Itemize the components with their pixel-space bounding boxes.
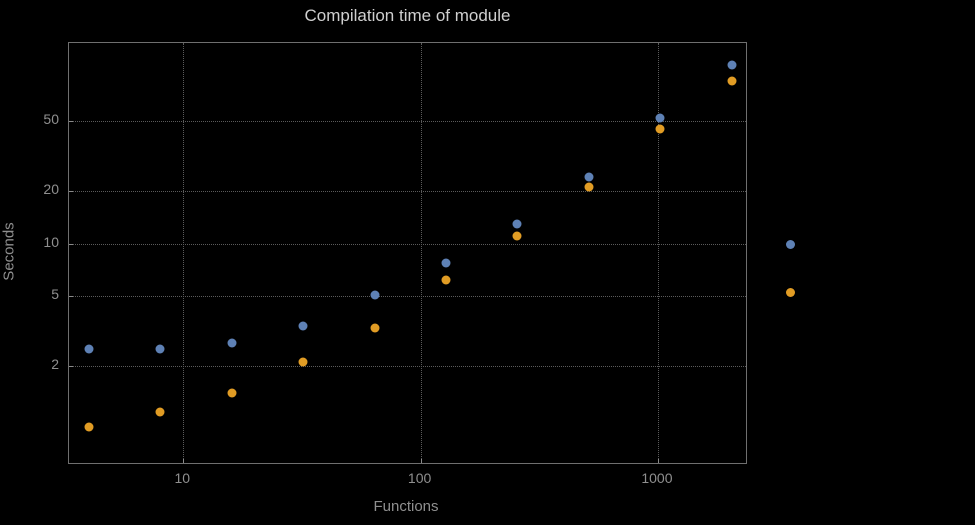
data-point-blue bbox=[655, 113, 665, 123]
y-tick-label: 50 bbox=[43, 111, 59, 128]
data-point-orange bbox=[84, 422, 94, 432]
data-point-orange bbox=[655, 124, 665, 134]
x-tick-label: 10 bbox=[174, 470, 191, 486]
data-point-orange bbox=[441, 275, 451, 285]
y-tick-label: 10 bbox=[43, 233, 59, 250]
data-point-blue bbox=[84, 344, 94, 354]
x-tick-mark bbox=[183, 459, 185, 463]
data-point-blue bbox=[370, 290, 380, 300]
data-point-orange bbox=[298, 357, 308, 367]
legend-marker-blue bbox=[786, 240, 795, 249]
data-point-blue bbox=[298, 321, 308, 331]
data-point-blue bbox=[227, 338, 237, 348]
y-gridline bbox=[69, 243, 746, 245]
x-tick-label: 1000 bbox=[641, 470, 673, 486]
data-point-blue bbox=[155, 344, 165, 354]
data-point-orange bbox=[727, 76, 737, 86]
data-point-blue bbox=[584, 172, 594, 182]
data-point-orange bbox=[370, 323, 380, 333]
y-gridline bbox=[69, 121, 746, 123]
y-tick-label: 5 bbox=[51, 286, 59, 303]
legend-marker-orange bbox=[786, 288, 795, 297]
x-tick-mark bbox=[657, 459, 659, 463]
data-point-orange bbox=[227, 388, 237, 398]
x-tick-mark bbox=[420, 459, 422, 463]
legend bbox=[786, 240, 795, 297]
data-point-blue bbox=[727, 60, 737, 70]
x-axis-label: Functions bbox=[373, 498, 439, 515]
x-gridline bbox=[420, 43, 422, 463]
data-point-blue bbox=[512, 219, 522, 229]
data-point-orange bbox=[155, 407, 165, 417]
y-tick-mark bbox=[69, 243, 73, 245]
plot-area bbox=[68, 42, 747, 464]
y-tick-mark bbox=[69, 121, 73, 123]
data-point-orange bbox=[584, 182, 594, 192]
x-tick-label: 100 bbox=[407, 470, 432, 486]
data-point-orange bbox=[512, 231, 522, 241]
chart-title: Compilation time of module bbox=[304, 6, 511, 25]
y-tick-label: 20 bbox=[43, 181, 59, 198]
y-gridline bbox=[69, 296, 746, 298]
x-gridline bbox=[657, 43, 659, 463]
y-gridline bbox=[69, 366, 746, 368]
y-gridline bbox=[69, 191, 746, 193]
y-tick-mark bbox=[69, 191, 73, 193]
y-tick-mark bbox=[69, 296, 73, 298]
y-axis-label: Seconds bbox=[0, 222, 18, 281]
data-point-blue bbox=[441, 258, 451, 268]
x-gridline bbox=[183, 43, 185, 463]
y-tick-label: 2 bbox=[51, 356, 59, 373]
y-tick-mark bbox=[69, 366, 73, 368]
